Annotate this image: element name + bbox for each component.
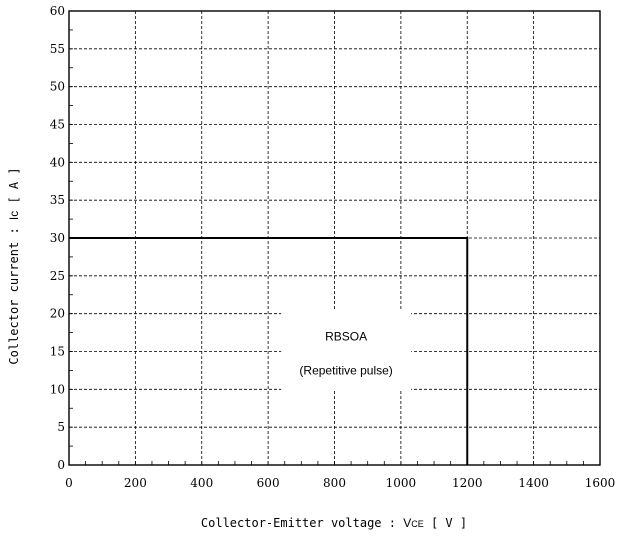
y-tick-label-25: 25 <box>50 269 65 283</box>
x-tick-label-800: 800 <box>323 476 346 490</box>
y-tick-label-55: 55 <box>50 42 65 56</box>
y-tick-label-0: 0 <box>57 458 65 472</box>
annotation-box <box>281 310 412 391</box>
x-axis-title-subscript: CE <box>411 519 424 529</box>
x-axis-title-symbol: V <box>403 516 411 530</box>
y-tick-label-45: 45 <box>50 118 65 132</box>
y-tick-label-35: 35 <box>50 193 65 207</box>
x-axis-title-unit: [ V ] <box>424 516 467 530</box>
y-tick-label-30: 30 <box>50 231 65 245</box>
y-axis-title-main: Collector current : <box>7 220 21 365</box>
x-tick-label-1400: 1400 <box>518 476 549 490</box>
plot-frame <box>68 10 601 466</box>
x-tick-label-0: 0 <box>65 476 73 490</box>
series-line-0 <box>69 237 469 465</box>
y-tick-labels: 0 5 10 15 20 25 30 35 40 45 50 55 60 <box>50 4 65 472</box>
y-tick-label-5: 5 <box>57 420 65 434</box>
y-tick-label-10: 10 <box>50 382 65 396</box>
y-tick-label-50: 50 <box>50 80 65 94</box>
x-axis-title: Collector-Emitter voltage : VCE [ V ] <box>201 516 467 530</box>
y-tick-label-60: 60 <box>50 4 65 18</box>
y-tick-label-20: 20 <box>50 307 65 321</box>
x-tick-label-1000: 1000 <box>386 476 417 490</box>
y-axis-title-symbol: Ic <box>7 211 21 220</box>
x-tick-labels: 0 200 400 600 800 1000 1200 1400 1600 <box>65 476 615 490</box>
annotation-0: RBSOA <box>325 329 367 343</box>
x-tick-label-1200: 1200 <box>452 476 483 490</box>
x-axis-title-main: Collector-Emitter voltage : <box>201 516 403 530</box>
x-tick-label-600: 600 <box>257 476 280 490</box>
y-axis-title: Collector current : Ic [ A ] <box>7 167 21 364</box>
y-axis-title-unit: [ A ] <box>7 167 21 210</box>
annotation-1: (Repetitive pulse) <box>299 363 392 377</box>
x-tick-label-200: 200 <box>124 476 147 490</box>
annotation-background <box>281 310 412 391</box>
y-tick-label-40: 40 <box>50 155 65 169</box>
y-tick-label-15: 15 <box>50 345 65 359</box>
series-lines <box>69 237 469 465</box>
annotations: RBSOA (Repetitive pulse) <box>299 329 392 377</box>
x-tick-label-1600: 1600 <box>585 476 616 490</box>
x-tick-label-400: 400 <box>190 476 213 490</box>
